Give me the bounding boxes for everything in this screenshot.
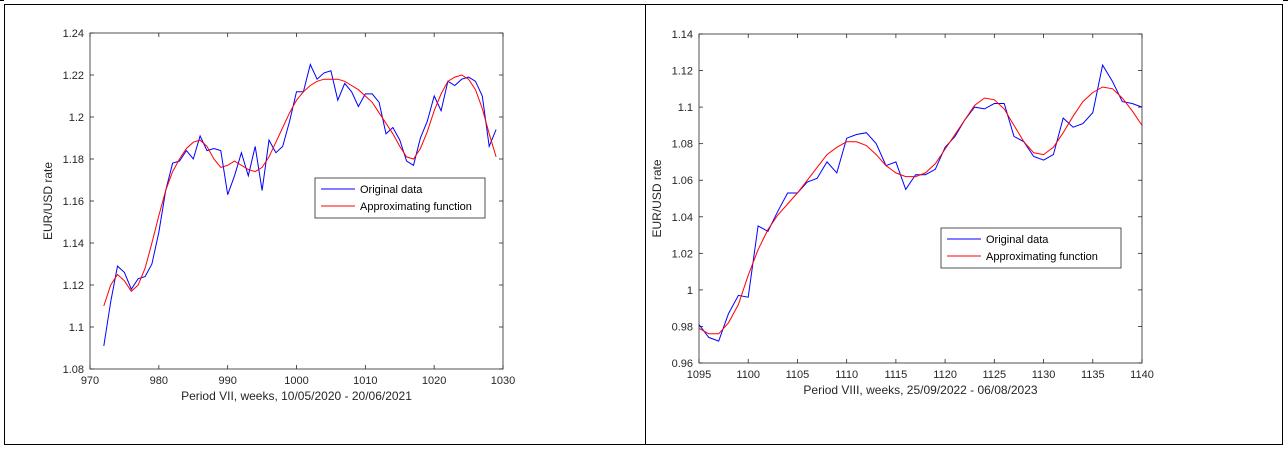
x-tick-label: 1010	[353, 375, 377, 387]
chart-panel-period-vii: 970 980 990 1000 1010 1020 1030 1.08 1.1 1.12 1.14…	[4, 4, 646, 445]
y-tick-label: 1.18	[63, 154, 84, 166]
chart-panel-period-viii: 1095 1100 1105 1110 1115 1120 1125 1130 1135 1140…	[645, 4, 1283, 445]
page-border-stub	[1283, 0, 1288, 1]
x-tick-label: 1120	[933, 369, 957, 381]
x-tick-label: 990	[218, 375, 236, 387]
x-tick-label: 1000	[284, 375, 308, 387]
y-tick-label: 1.24	[63, 28, 84, 40]
y-tick-label: 1.14	[63, 238, 84, 250]
legend-entry: Original data	[360, 184, 423, 196]
y-tick-label: 1.22	[63, 70, 84, 82]
x-tick-label: 1115	[884, 369, 907, 381]
y-tick-label: 1.12	[672, 66, 693, 78]
eurusd-chart-period-viii: 1095 1100 1105 1110 1115 1120 1125 1130 1135 1140…	[650, 29, 1154, 397]
x-tick-label: 1095	[687, 369, 711, 381]
x-tick-label: 1105	[786, 369, 810, 381]
y-tick-label: 1	[687, 285, 693, 297]
y-tick-label: 1.1	[678, 102, 693, 114]
x-tick-label: 1100	[736, 369, 760, 381]
y-axis-label: EUR/USD rate	[650, 159, 664, 237]
legend-entry: Approximating function	[360, 201, 472, 213]
y-tick-label: 1.12	[63, 280, 84, 292]
original-data-line	[103, 63, 497, 346]
approximating-function-line	[698, 86, 1143, 335]
legend-box	[940, 227, 1122, 269]
y-tick-label: 1.08	[63, 364, 84, 376]
approximating-function-line	[103, 74, 497, 307]
legend-entry: Original data	[986, 234, 1049, 246]
y-axis-label: EUR/USD rate	[41, 162, 55, 240]
x-tick-label: 1110	[835, 369, 858, 381]
y-tick-label: 1.02	[672, 248, 693, 260]
x-tick-label: 1125	[983, 369, 1007, 381]
x-axis-label: Period VIII, weeks, 25/09/2022 - 06/08/2…	[803, 383, 1037, 397]
x-tick-label: 1140	[1130, 369, 1154, 381]
x-tick-label: 1130	[1032, 369, 1056, 381]
x-tick-label: 980	[150, 375, 168, 387]
page-border-stub	[0, 0, 4, 1]
y-tick-label: 1.2	[69, 112, 84, 124]
plot-area-box	[698, 33, 1143, 364]
y-tick-label: 1.1	[69, 322, 84, 334]
y-tick-label: 1.04	[672, 212, 693, 224]
x-tick-label: 1030	[491, 375, 515, 387]
y-tick-label: 1.16	[63, 196, 84, 208]
x-tick-label: 1135	[1081, 369, 1105, 381]
legend-box	[314, 177, 486, 219]
eurusd-chart-period-vii: 970 980 990 1000 1010 1020 1030 1.08 1.1 1.12 1.14…	[41, 28, 515, 403]
y-tick-label: 0.98	[672, 321, 693, 333]
y-tick-label: 1.08	[672, 139, 693, 151]
y-tick-label: 1.14	[672, 29, 693, 41]
x-tick-label: 970	[81, 375, 99, 387]
y-tick-label: 1.06	[672, 175, 693, 187]
x-tick-label: 1020	[422, 375, 446, 387]
x-axis-label: Period VII, weeks, 10/05/2020 - 20/06/20…	[181, 389, 412, 403]
legend-entry: Approximating function	[986, 251, 1098, 263]
y-tick-label: 0.96	[672, 358, 693, 370]
